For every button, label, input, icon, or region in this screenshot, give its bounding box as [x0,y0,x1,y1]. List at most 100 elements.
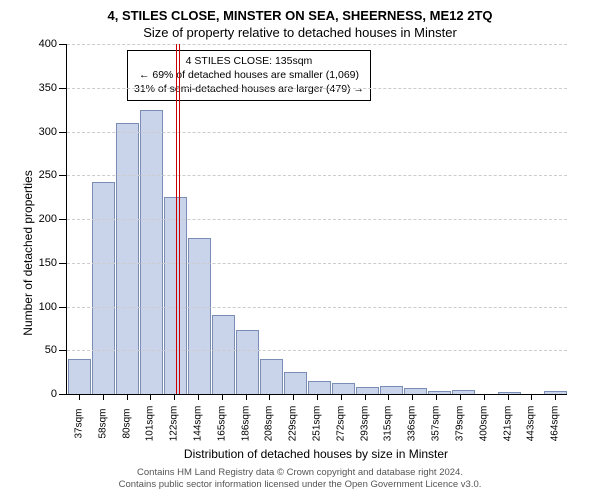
y-tick-label: 150 [39,257,57,269]
x-tick-label: 144sqm [192,406,203,442]
annotation-box: 4 STILES CLOSE: 135sqm ← 69% of detached… [127,50,371,101]
grid-line [67,88,567,89]
x-tick-label: 58sqm [97,408,108,438]
x-tick [531,394,532,400]
x-tick-label: 336sqm [407,406,418,442]
x-tick [293,394,294,400]
histogram-bar [356,387,379,394]
y-tick [59,350,67,351]
address-title: 4, STILES CLOSE, MINSTER ON SEA, SHEERNE… [0,0,600,23]
x-tick [79,394,80,400]
y-tick [59,44,67,45]
x-tick [436,394,437,400]
chart-subtitle: Size of property relative to detached ho… [0,23,600,44]
plot-area: 37sqm58sqm80sqm101sqm122sqm144sqm165sqm1… [66,44,567,395]
grid-line [67,350,567,351]
x-tick-label: 122sqm [169,406,180,442]
x-tick [555,394,556,400]
x-tick-label: 80sqm [121,408,132,438]
x-tick [388,394,389,400]
y-tick-label: 50 [45,344,57,356]
y-tick-label: 0 [51,388,57,400]
y-tick [59,219,67,220]
y-tick [59,175,67,176]
x-tick [460,394,461,400]
x-tick [317,394,318,400]
x-tick [198,394,199,400]
footer: Contains HM Land Registry data © Crown c… [0,467,600,492]
histogram-bar [428,391,451,394]
x-tick-label: 229sqm [288,406,299,442]
histogram-bar [212,315,235,394]
histogram-bar [452,390,475,394]
x-tick [412,394,413,400]
y-tick [59,307,67,308]
annotation-line1: 4 STILES CLOSE: 135sqm [134,54,364,68]
histogram-bar [284,372,307,394]
y-tick-label: 350 [39,82,57,94]
histogram-bar [140,110,163,394]
x-tick [222,394,223,400]
x-tick [484,394,485,400]
x-axis-title: Distribution of detached houses by size … [66,447,566,461]
histogram-bar [380,386,403,394]
grid-line [67,219,567,220]
x-tick [341,394,342,400]
x-tick [269,394,270,400]
y-tick-label: 400 [39,38,57,50]
x-tick-label: 443sqm [526,406,537,442]
histogram-bar [404,388,427,394]
histogram-bar [188,238,211,394]
annotation-line2: ← 69% of detached houses are smaller (1,… [134,68,364,82]
histogram-bar [116,123,139,394]
x-tick [103,394,104,400]
y-tick-label: 250 [39,169,57,181]
grid-line [67,132,567,133]
histogram-bar [236,330,259,394]
x-tick [508,394,509,400]
y-tick [59,88,67,89]
marker-line [179,44,180,394]
y-tick [59,263,67,264]
x-tick [127,394,128,400]
x-tick-label: 165sqm [216,406,227,442]
x-tick-label: 464sqm [550,406,561,442]
x-tick [150,394,151,400]
x-tick-label: 101sqm [145,406,156,442]
y-tick-label: 300 [39,126,57,138]
histogram-bar [68,359,91,394]
y-tick-label: 200 [39,213,57,225]
x-tick-label: 37sqm [73,408,84,438]
x-tick-label: 251sqm [312,406,323,442]
chart-container: Number of detached properties 37sqm58sqm… [30,44,590,461]
x-tick-label: 379sqm [454,406,465,442]
footer-line1: Contains HM Land Registry data © Crown c… [0,467,600,479]
x-tick [174,394,175,400]
marker-line [176,44,177,394]
x-tick-label: 186sqm [240,406,251,442]
grid-line [67,263,567,264]
histogram-bar [92,182,115,394]
grid-line [67,175,567,176]
histogram-bar [498,392,521,394]
histogram-bar [332,383,355,394]
x-tick-label: 208sqm [264,406,275,442]
footer-line2: Contains public sector information licen… [0,479,600,491]
histogram-bar [308,381,331,394]
x-tick-label: 421sqm [502,406,513,442]
x-tick [246,394,247,400]
y-tick-label: 100 [39,301,57,313]
x-tick-label: 293sqm [359,406,370,442]
annotation-line3: 31% of semi-detached houses are larger (… [134,82,364,96]
y-axis-title: Number of detached properties [21,170,35,335]
histogram-bar [260,359,283,394]
x-tick-label: 272sqm [335,406,346,442]
grid-line [67,44,567,45]
x-tick-label: 400sqm [478,406,489,442]
x-tick-label: 357sqm [431,406,442,442]
x-tick [365,394,366,400]
x-tick-label: 315sqm [383,406,394,442]
y-tick [59,394,67,395]
y-tick [59,132,67,133]
grid-line [67,307,567,308]
